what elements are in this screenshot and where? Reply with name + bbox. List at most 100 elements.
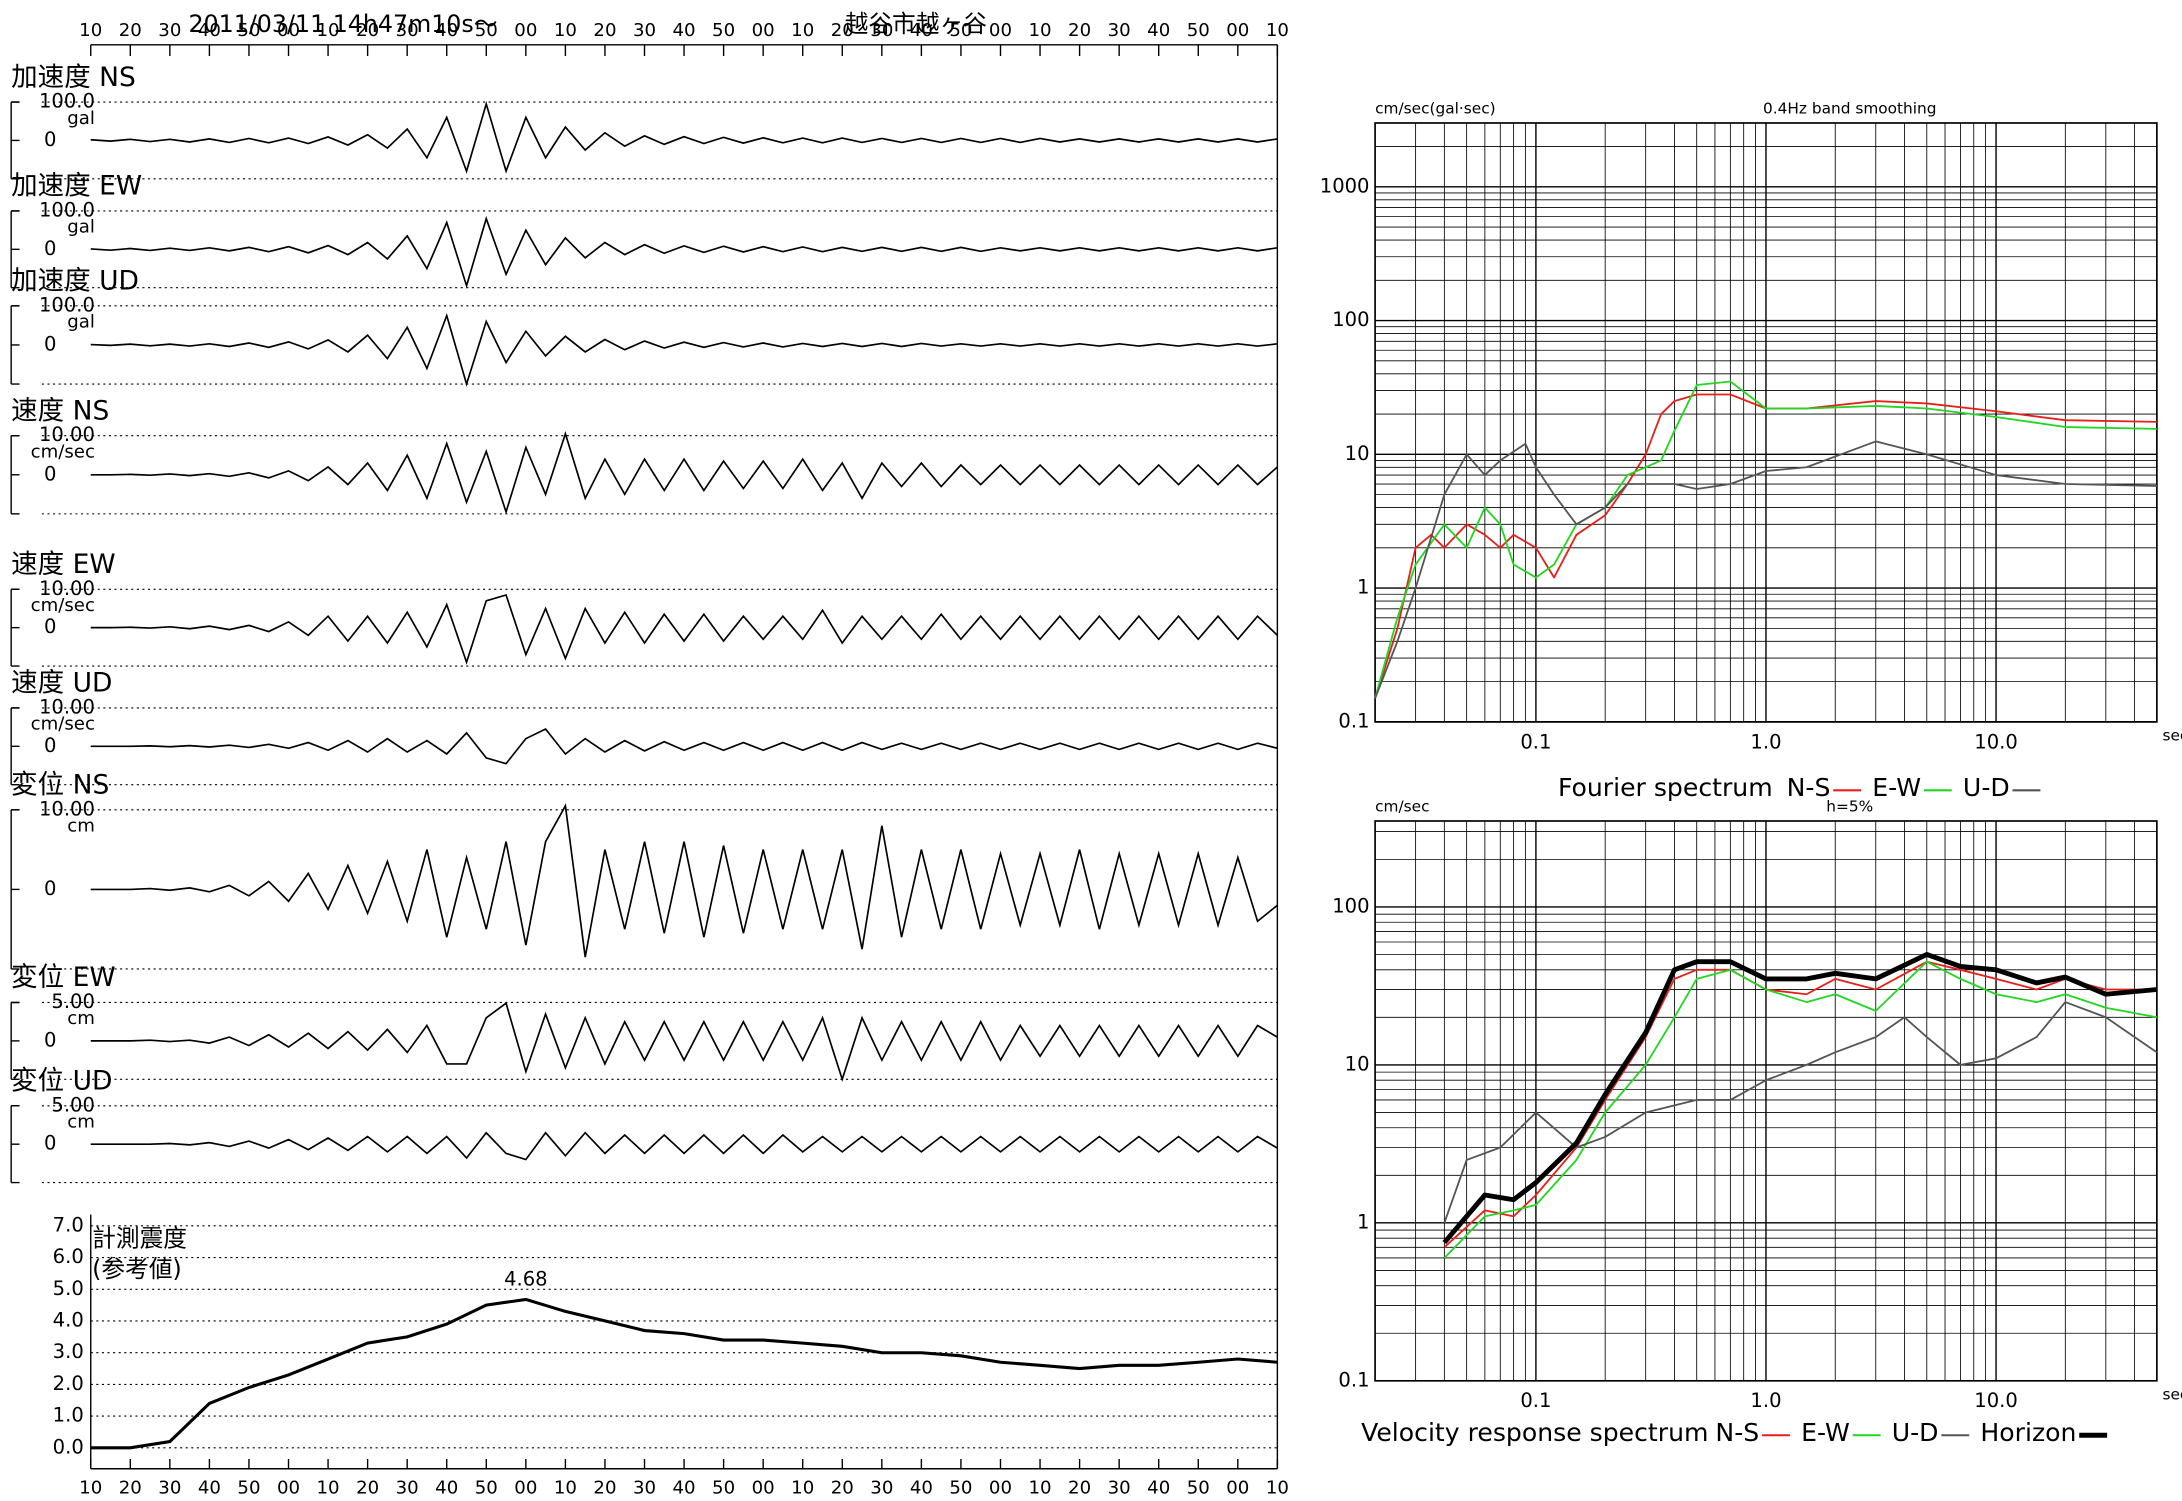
panel-name: 変位 EW	[11, 962, 115, 993]
time-tick-label: 40	[435, 1477, 458, 1498]
y-tick-label: 5.00	[51, 990, 94, 1013]
unit-label: gal	[67, 312, 95, 333]
y-tick-label: 2.0	[53, 1372, 84, 1395]
time-tick-label: 20	[356, 20, 379, 41]
legend-title: Fourier spectrum	[1558, 773, 1773, 802]
time-tick-label: 20	[1068, 1477, 1091, 1498]
time-tick-label: 10	[79, 20, 102, 41]
spectrum-line	[1443, 1001, 2158, 1224]
panel-name: 加速度 EW	[11, 171, 142, 202]
time-tick-label: 20	[356, 1477, 379, 1498]
legend-label: N-S	[1715, 1418, 1759, 1447]
y-tick-label: 0	[44, 128, 56, 151]
waveform-trace	[90, 1001, 1278, 1083]
unit-label: cm/sec	[31, 595, 95, 616]
time-tick-label: 00	[752, 20, 775, 41]
panel-name: 速度 UD	[11, 668, 112, 699]
y-tick-label: 5.00	[51, 1093, 94, 1116]
y-tick-label: 0	[44, 462, 56, 485]
time-tick-label: 20	[119, 20, 142, 41]
unit-label: cm/sec	[31, 714, 95, 735]
subtitle: 0.4Hz band smoothing	[1763, 100, 1937, 118]
spectrum-line	[1443, 960, 2157, 1249]
time-tick-label: 50	[712, 1477, 735, 1498]
peak-label: 4.68	[504, 1267, 547, 1290]
intensity-title: 計測震度	[92, 1224, 187, 1252]
legend-label: U-D	[1892, 1418, 1939, 1447]
time-tick-label: 30	[158, 20, 181, 41]
time-tick-label: 30	[870, 1477, 893, 1498]
unit-label: gal	[67, 217, 95, 238]
time-tick-label: 20	[119, 1477, 142, 1498]
time-tick-label: 30	[1108, 20, 1131, 41]
time-tick-label: 20	[593, 20, 616, 41]
time-tick-label: 50	[475, 20, 498, 41]
time-tick-label: 30	[633, 20, 656, 41]
time-tick-label: 40	[910, 1477, 933, 1498]
time-tick-label: 30	[1108, 1477, 1131, 1498]
y-tick-label: 3.0	[53, 1340, 84, 1363]
subtitle: h=5%	[1826, 798, 1873, 816]
spectrum-line	[1443, 960, 2158, 1259]
legend-label: E-W	[1872, 773, 1921, 802]
y-tick-label: 100	[1332, 894, 1369, 917]
y-tick-label: 10.00	[39, 577, 95, 600]
intensity-subtitle: (参考値)	[92, 1255, 182, 1283]
y-tick-label: 6.0	[53, 1245, 84, 1268]
time-tick-label: 00	[514, 1477, 537, 1498]
waveform-trace	[90, 215, 1278, 289]
waveform-trace	[90, 312, 1278, 387]
y-tick-label: 0	[44, 1132, 56, 1155]
y-tick-label: 10.00	[39, 423, 95, 446]
y-tick-label: 0.0	[53, 1435, 84, 1458]
time-tick-label: 00	[1226, 20, 1249, 41]
time-tick-label: 50	[949, 20, 972, 41]
y-tick-label: 100.0	[39, 293, 95, 316]
x-axis-label: sec	[2162, 726, 2182, 744]
y-tick-label: 10.00	[39, 797, 95, 820]
x-tick-label: 10.0	[1974, 730, 2017, 753]
y-axis-label: cm/sec	[1375, 798, 1429, 816]
time-tick-label: 40	[1147, 1477, 1170, 1498]
y-tick-label: 0.1	[1338, 1368, 1369, 1391]
time-tick-label: 10	[554, 1477, 577, 1498]
time-tick-label: 10	[1266, 20, 1289, 41]
unit-label: cm	[67, 1112, 95, 1133]
time-tick-label: 40	[910, 20, 933, 41]
y-tick-label: 1.0	[53, 1404, 84, 1427]
time-tick-label: 30	[870, 20, 893, 41]
waveform-trace	[90, 593, 1278, 665]
y-tick-label: 1000	[1320, 174, 1370, 197]
time-tick-label: 30	[633, 1477, 656, 1498]
x-tick-label: 0.1	[1520, 730, 1551, 753]
intensity-line	[90, 1297, 1278, 1450]
spectrum-line	[1374, 380, 2157, 699]
time-tick-label: 50	[237, 20, 260, 41]
x-tick-label: 1.0	[1750, 730, 1781, 753]
waveform-trace	[90, 803, 1278, 958]
station-name: 越谷市越ヶ谷	[845, 10, 987, 38]
y-tick-label: 1	[1357, 1210, 1369, 1233]
y-tick-label: 100.0	[39, 90, 95, 113]
y-tick-label: 0	[44, 877, 56, 900]
time-tick-label: 10	[79, 1477, 102, 1498]
time-tick-label: 00	[514, 20, 537, 41]
panel-name: 加速度 NS	[11, 62, 136, 93]
time-tick-label: 40	[673, 1477, 696, 1498]
y-tick-label: 100	[1332, 308, 1369, 331]
time-tick-label: 20	[1068, 20, 1091, 41]
legend-label: N-S	[1787, 773, 1831, 802]
spectrum-line	[1374, 440, 2157, 699]
time-tick-label: 10	[317, 20, 340, 41]
time-tick-label: 50	[712, 20, 735, 41]
x-tick-label: 1.0	[1750, 1389, 1781, 1412]
time-tick-label: 10	[1029, 1477, 1052, 1498]
y-tick-label: 0.1	[1338, 709, 1369, 732]
y-axis-label: cm/sec(gal·sec)	[1375, 100, 1496, 118]
legend-label: E-W	[1801, 1418, 1850, 1447]
unit-label: cm/sec	[31, 441, 95, 462]
unit-label: cm	[67, 816, 95, 837]
time-tick-label: 00	[277, 20, 300, 41]
spectrum-line	[1374, 393, 2157, 699]
